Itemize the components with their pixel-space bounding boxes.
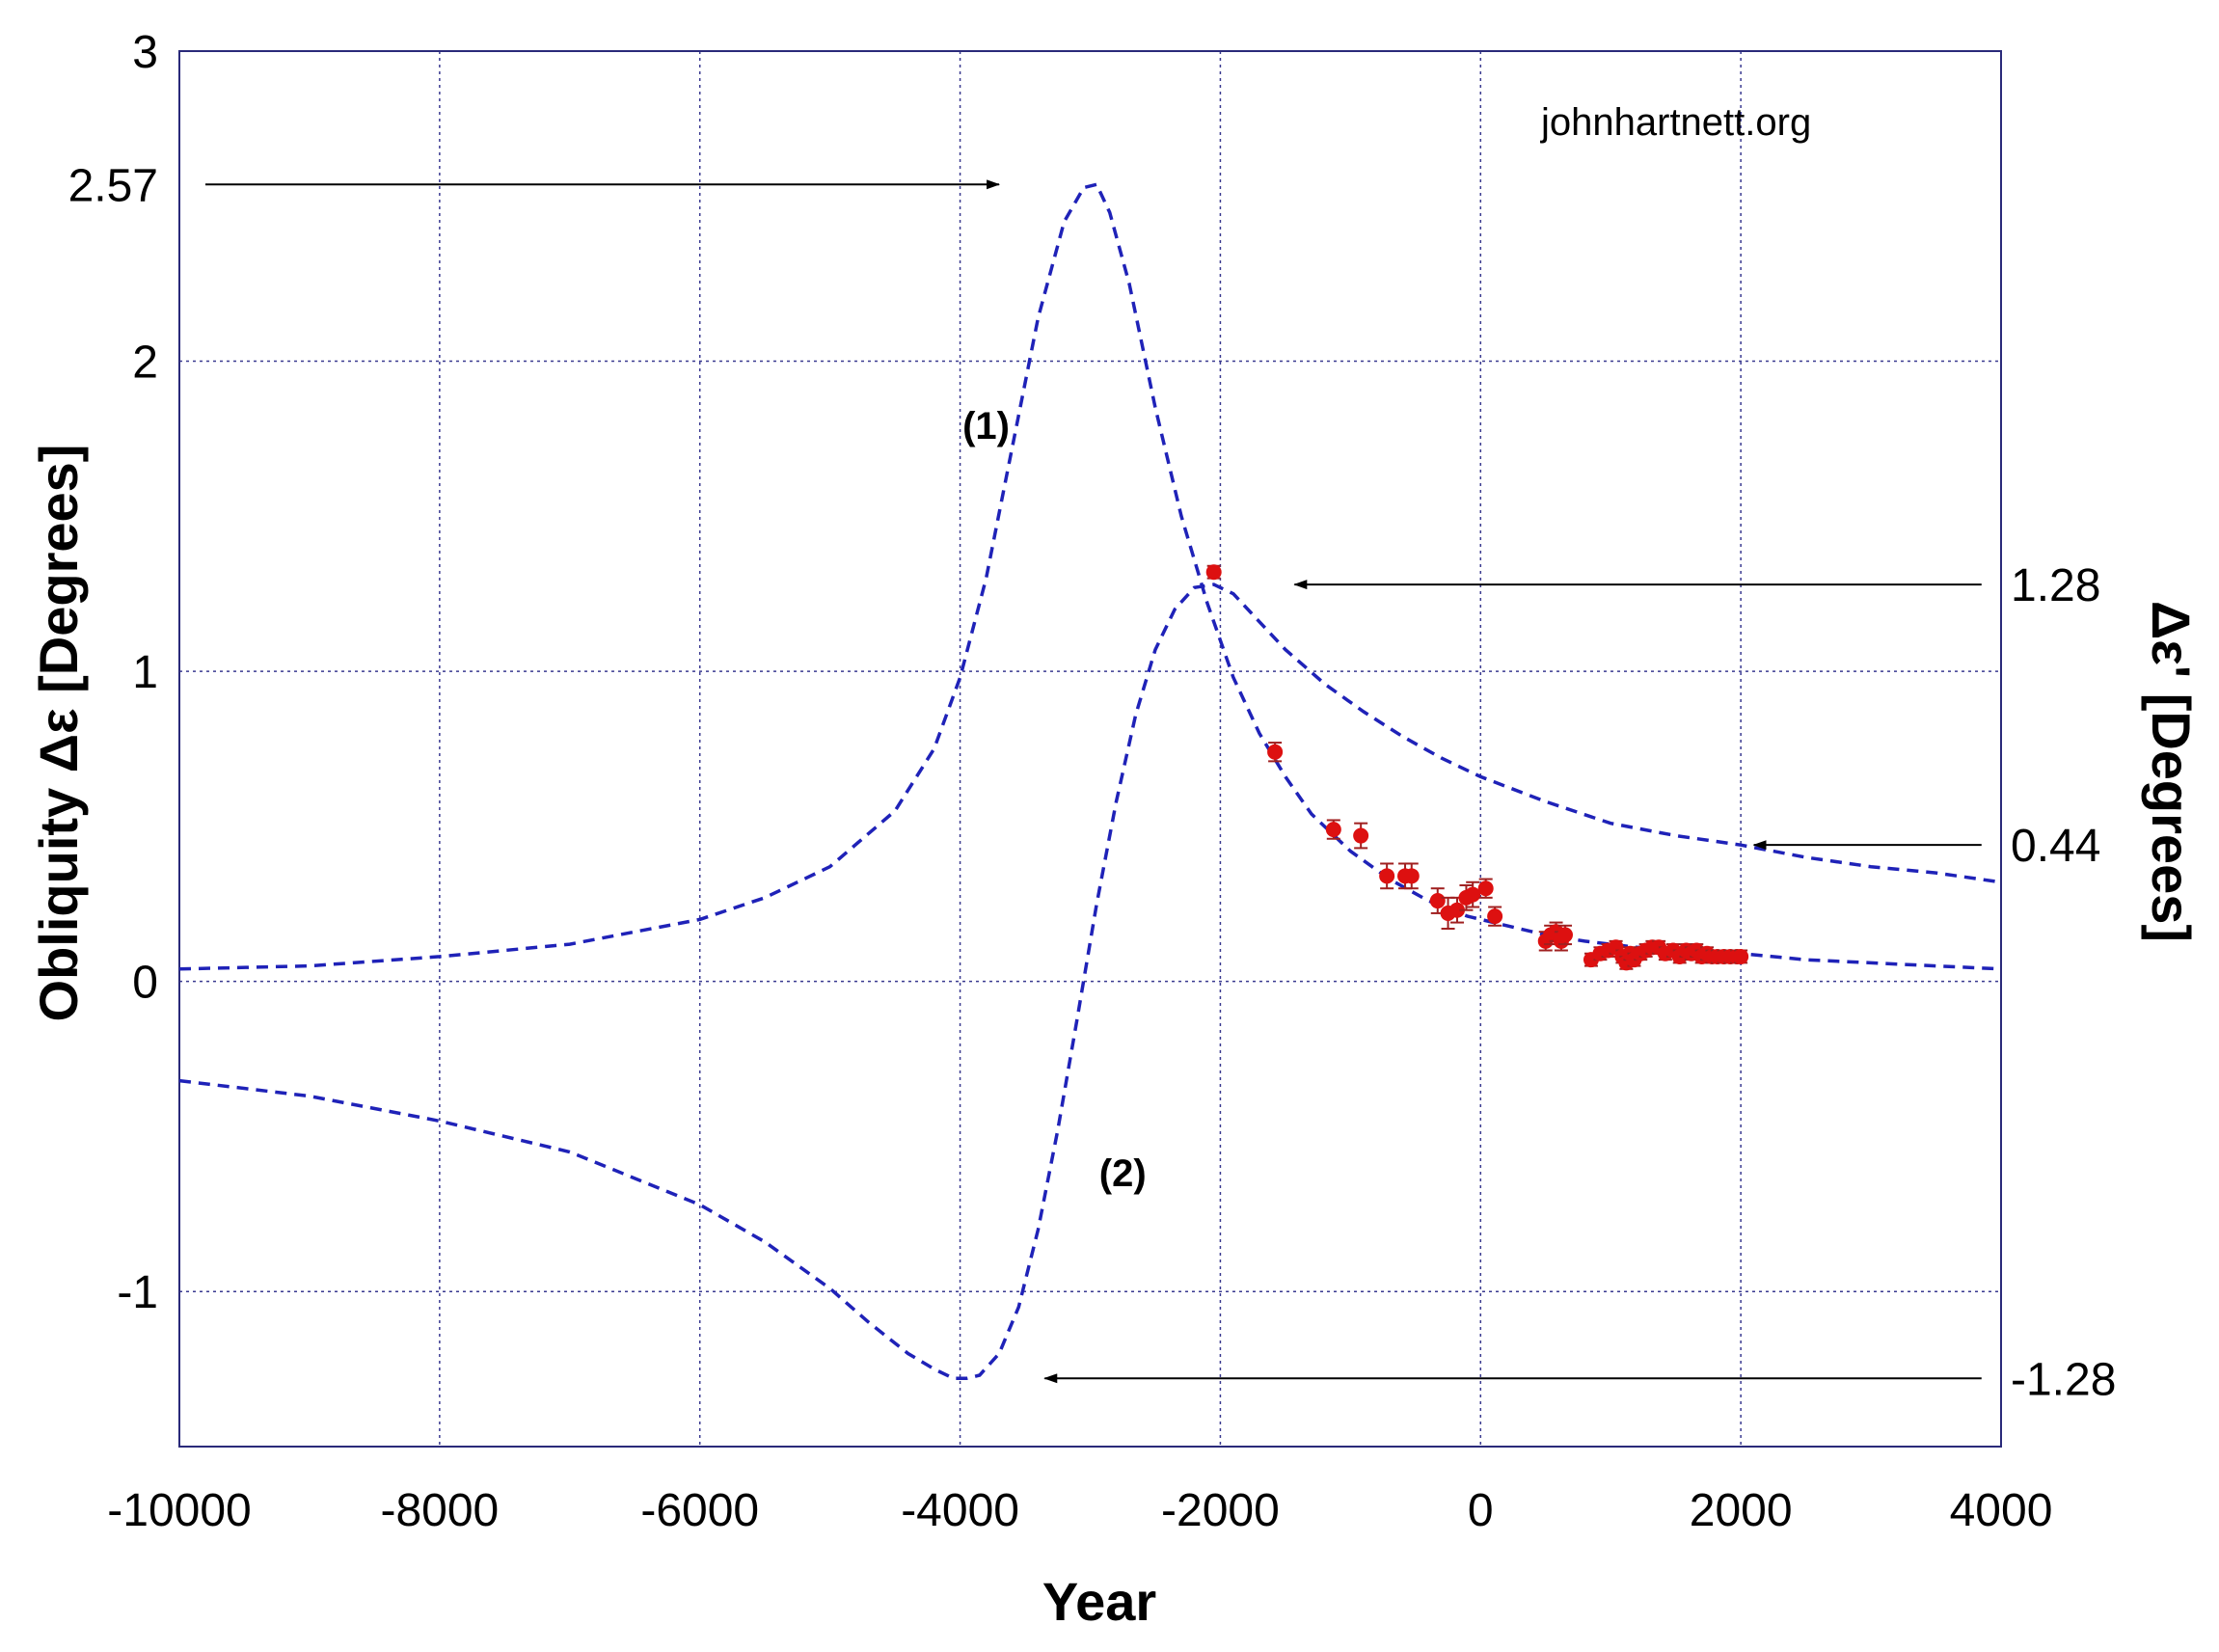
- annotation-label: 2.57: [68, 160, 158, 211]
- y-tick-label: 3: [132, 27, 158, 78]
- observation-points: [1205, 564, 1749, 971]
- x-tick-label: 2000: [1690, 1485, 1793, 1536]
- annotation-labels: 2.57 1.28 0.44 -1.28: [68, 160, 2117, 1405]
- curve-labels: (1) (2): [962, 405, 1147, 1195]
- curve-label: (1): [962, 405, 1010, 447]
- annotation-label: 1.28: [2011, 560, 2100, 611]
- series-line: [178, 582, 2002, 1381]
- grid-lines: [179, 51, 2001, 1447]
- y-axis-title: Obliquity Δε [Degrees]: [28, 445, 89, 1022]
- x-tick-label: -6000: [640, 1485, 759, 1536]
- annotation-arrows: [204, 179, 1982, 1384]
- data-point: [1205, 564, 1222, 581]
- y-tick-labels: -1 0 1 2 3: [117, 27, 158, 1318]
- data-point: [1403, 868, 1420, 884]
- x-tick-label: 4000: [1950, 1485, 2053, 1536]
- x-tick-label: -4000: [901, 1485, 1019, 1536]
- x-tick-label: -8000: [380, 1485, 499, 1536]
- x-tick-label: -2000: [1161, 1485, 1280, 1536]
- data-point: [1487, 908, 1503, 925]
- watermark: johnhartnett.org: [1540, 101, 1811, 144]
- data-point: [1353, 827, 1369, 844]
- data-point: [1267, 744, 1284, 760]
- y-tick-label: 1: [132, 647, 158, 698]
- data-point: [1429, 893, 1446, 909]
- y-tick-label: 0: [132, 958, 158, 1009]
- plot-frame: [178, 50, 2002, 1448]
- annotation-label: -1.28: [2011, 1354, 2116, 1405]
- x-tick-labels: -10000 -8000 -6000 -4000 -2000 0 2000 4000: [107, 1485, 2052, 1536]
- data-point: [1733, 948, 1749, 964]
- y2-axis-title: Δε' [Degrees]: [2141, 601, 2202, 942]
- x-tick-label: -10000: [107, 1485, 251, 1536]
- data-point: [1477, 880, 1494, 897]
- data-point: [1556, 927, 1573, 943]
- data-point: [1465, 886, 1481, 903]
- data-point: [1325, 822, 1341, 838]
- x-tick-label: 0: [1468, 1485, 1494, 1536]
- x-axis-title: Year: [1042, 1571, 1156, 1632]
- annotation-label: 0.44: [2011, 821, 2100, 872]
- data-point: [1448, 902, 1465, 918]
- data-point: [1379, 868, 1395, 884]
- curve-label: (2): [1099, 1152, 1147, 1195]
- y-tick-label: -1: [117, 1267, 158, 1318]
- y-tick-label: 2: [132, 338, 158, 389]
